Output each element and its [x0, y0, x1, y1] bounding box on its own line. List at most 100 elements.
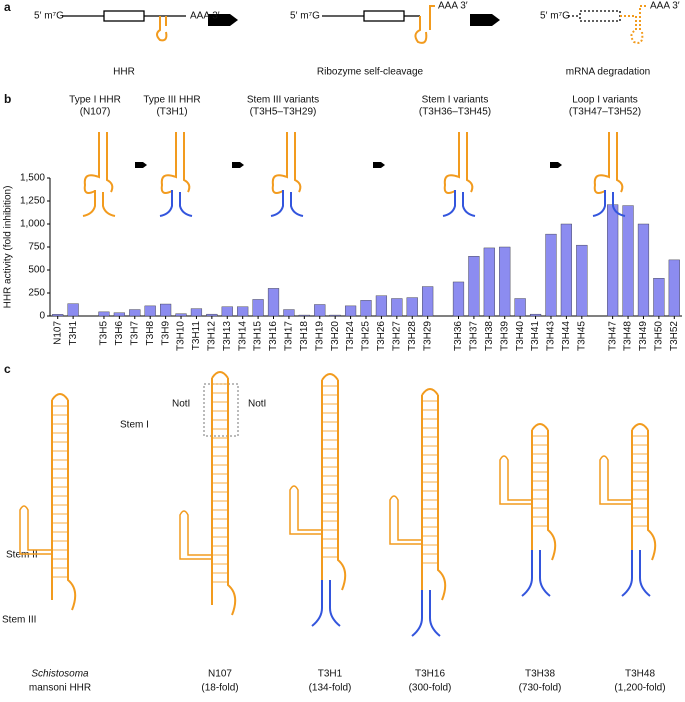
x-tick-label: T3H38 [484, 321, 495, 351]
stem-iii-schematic [82, 190, 116, 217]
x-tick-label: T3H6 [114, 321, 125, 346]
noti-label: NotI [248, 399, 266, 410]
tail-label: AAA 3′ [650, 1, 680, 12]
bar [52, 314, 64, 317]
arrow [373, 162, 385, 168]
hhr-schematic [83, 132, 114, 194]
bar [514, 298, 526, 317]
hhr-schematic [271, 132, 302, 194]
stem-ii [289, 485, 322, 535]
arrow [232, 162, 244, 168]
stem-iii-schematic [159, 190, 193, 217]
group-title: Stem I variants [422, 95, 489, 106]
rna-strand [531, 423, 557, 561]
stem-iii-schematic [592, 190, 626, 217]
x-tick-label: T3H24 [345, 321, 356, 351]
stem-ii [179, 510, 212, 560]
x-tick-label: T3H45 [576, 321, 587, 351]
x-tick-label: T3H12 [206, 321, 217, 351]
x-tick-label: T3H40 [515, 321, 526, 351]
bar [67, 303, 79, 317]
x-tick-label: T3H5 [99, 321, 110, 346]
tail-label: AAA 3′ [438, 1, 468, 12]
x-tick-label: T3H8 [145, 321, 156, 346]
stem-label: Stem III [2, 615, 36, 626]
bar [252, 299, 264, 317]
structure-name: T3H1 [318, 669, 343, 680]
stem-label: Stem I [120, 420, 149, 431]
stem-iii [411, 590, 441, 637]
bar [221, 306, 233, 317]
scheme-graphics [62, 5, 646, 44]
y-tick-label: 750 [28, 242, 45, 253]
x-tick-label: T3H15 [253, 321, 264, 351]
bar [545, 233, 557, 317]
structure-detail: (134-fold) [309, 683, 352, 694]
bar [452, 281, 465, 317]
x-tick-label: T3H7 [129, 321, 140, 346]
bar [144, 305, 156, 317]
group-subtitle: (N107) [80, 107, 111, 118]
bar [206, 313, 218, 317]
bar [129, 309, 141, 317]
bar [360, 300, 372, 317]
x-tick-label: T3H10 [176, 321, 187, 351]
group-subtitle: (T3H36–T3H45) [419, 107, 491, 118]
bar [160, 303, 172, 317]
group-title: Stem III variants [247, 95, 319, 106]
bar [468, 256, 480, 317]
group-title: Type III HHR [143, 95, 200, 106]
bar [175, 313, 187, 317]
y-tick-label: 250 [28, 288, 45, 299]
bar [483, 247, 495, 317]
bar [375, 295, 388, 317]
bar [267, 288, 280, 317]
x-tick-label: T3H9 [160, 321, 171, 346]
step-label: Ribozyme self-cleavage [317, 67, 424, 78]
bar [607, 204, 619, 317]
x-tick-label: T3H13 [222, 321, 233, 351]
x-tick-label: T3H16 [268, 321, 279, 351]
x-tick-label: T3H1 [68, 321, 79, 346]
x-tick-label: T3H39 [499, 321, 510, 351]
bar [668, 259, 680, 317]
panel-label: b [4, 92, 11, 106]
hhr-schematic [443, 132, 474, 194]
cap-label: 5′ m⁷G [290, 11, 320, 22]
rna-strand [51, 393, 77, 611]
stem-label: Stem II [6, 550, 38, 561]
stem-iii-schematic [442, 190, 476, 217]
group-subtitle: (T3H47–T3H52) [569, 107, 641, 118]
bar [190, 308, 203, 317]
x-tick-label: T3H18 [299, 321, 310, 351]
arrow [135, 162, 147, 168]
cap-label: 5′ m⁷G [34, 11, 64, 22]
stem-ii [599, 455, 632, 505]
bar [329, 314, 341, 317]
bar [622, 205, 634, 317]
group-title: Type I HHR [69, 95, 121, 106]
stem-ii [389, 495, 422, 545]
bar [499, 246, 511, 317]
x-tick-label: T3H14 [237, 321, 248, 351]
x-tick-label: T3H25 [361, 321, 372, 351]
bar [529, 313, 542, 317]
structure-name: T3H16 [415, 669, 445, 680]
stem-iii-schematic [270, 190, 304, 217]
bar [576, 244, 588, 317]
y-tick-label: 1,500 [20, 173, 45, 184]
x-tick-label: T3H52 [669, 321, 680, 351]
bar [98, 311, 110, 317]
bar [237, 306, 249, 317]
y-tick-label: 1,250 [20, 196, 45, 207]
structure-detail: (1,200-fold) [614, 683, 665, 694]
x-tick-label: T3H19 [314, 321, 325, 351]
bar [314, 304, 326, 317]
x-tick-label: T3H26 [376, 321, 387, 351]
y-tick-label: 500 [28, 265, 45, 276]
structure-detail: (300-fold) [409, 683, 452, 694]
x-tick-label: T3H20 [330, 321, 341, 351]
bar [560, 223, 572, 317]
stem-ii [19, 505, 52, 555]
